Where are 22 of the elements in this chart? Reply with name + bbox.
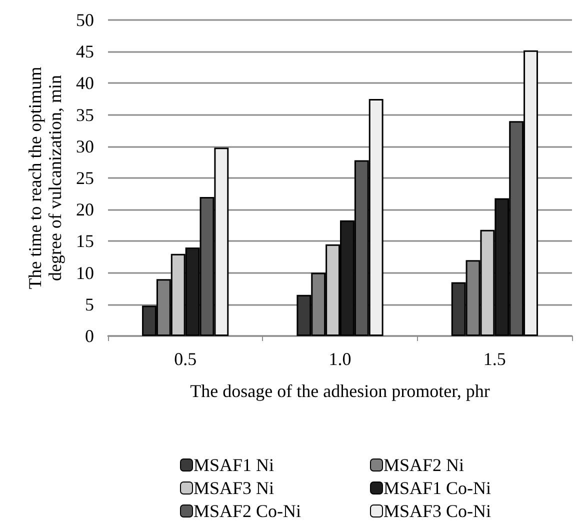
y-tick-label: 0 xyxy=(85,326,94,346)
legend-label: MSAF3 Ni xyxy=(194,478,274,498)
legend-label: MSAF1 Ni xyxy=(194,455,274,475)
legend-label: MSAF3 Co-Ni xyxy=(384,501,492,521)
y-axis-title: The time to reach the optimum degree of vulcanization, min xyxy=(25,66,66,290)
y-tick-label: 30 xyxy=(76,136,94,156)
y-tick-label: 40 xyxy=(76,73,94,94)
y-tick-label: 20 xyxy=(76,200,94,220)
y-tick-label: 50 xyxy=(76,10,94,30)
y-tick-label: 15 xyxy=(76,231,94,252)
y-tick-label: 10 xyxy=(76,262,94,283)
legend-label: MSAF2 Co-Ni xyxy=(194,501,302,521)
y-tick-label: 5 xyxy=(85,294,94,314)
legend-label: MSAF1 Co-Ni xyxy=(384,478,492,498)
legend-label: MSAF2 Ni xyxy=(384,455,464,475)
x-tick-label: 1.5 xyxy=(483,349,506,369)
y-tick-label: 25 xyxy=(76,168,94,188)
x-tick-label: 1.0 xyxy=(328,349,352,369)
y-tick-label: 45 xyxy=(76,42,94,62)
x-axis-title: The dosage of the adhesion promoter, phr xyxy=(190,381,490,401)
y-tick-label: 35 xyxy=(76,104,94,125)
x-tick-label: 0.5 xyxy=(174,349,197,369)
